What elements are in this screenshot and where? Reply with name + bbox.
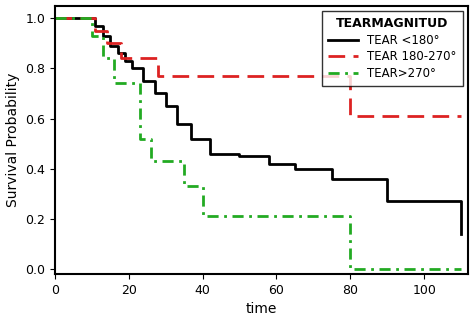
TEAR 180-270° [200,74,205,78]
TEAR>270° [148,159,154,163]
TEAR <180° [189,137,194,140]
TEAR <180° [384,199,390,203]
TEAR>270° [100,56,106,60]
TEAR <180° [266,162,272,166]
TEAR 180-270° [104,41,109,45]
TEAR <180° [92,24,98,28]
TEAR <180° [100,34,106,38]
TEAR 180-270° [458,114,464,118]
TEAR>270° [207,214,213,218]
TEAR>270° [458,267,464,271]
Y-axis label: Survival Probability: Survival Probability [6,73,19,207]
X-axis label: time: time [246,302,277,317]
TEAR>270° [52,16,58,20]
TEAR>270° [347,267,353,271]
TEAR 180-270° [52,16,58,20]
TEAR <180° [440,199,446,203]
TEAR>270° [111,81,117,85]
TEAR 180-270° [347,114,353,118]
Legend: TEAR <180°, TEAR 180-270°, TEAR>270°: TEAR <180°, TEAR 180-270°, TEAR>270° [322,12,463,86]
Line: TEAR>270°: TEAR>270° [55,18,461,269]
TEAR <180° [115,51,120,55]
TEAR <180° [85,16,91,20]
TEAR <180° [129,66,135,70]
TEAR <180° [163,104,168,108]
Line: TEAR 180-270°: TEAR 180-270° [55,18,461,116]
TEAR <180° [141,79,146,83]
TEAR <180° [292,167,298,171]
TEAR <180° [237,154,242,158]
TEAR <180° [458,232,464,236]
TEAR>270° [137,137,143,140]
TEAR <180° [329,177,335,181]
TEAR <180° [122,59,128,63]
TEAR 180-270° [340,74,346,78]
TEAR 180-270° [155,74,161,78]
TEAR 180-270° [118,56,124,60]
TEAR <180° [108,44,113,48]
Line: TEAR <180°: TEAR <180° [55,18,461,234]
TEAR>270° [163,159,168,163]
TEAR 180-270° [85,16,91,20]
TEAR>270° [78,16,83,20]
TEAR <180° [207,152,213,156]
TEAR>270° [89,34,95,38]
TEAR>270° [126,81,132,85]
TEAR <180° [52,16,58,20]
TEAR <180° [174,122,180,126]
TEAR>270° [181,185,187,188]
TEAR>270° [200,214,205,218]
TEAR 180-270° [92,29,98,33]
TEAR>270° [340,214,346,218]
TEAR <180° [152,91,157,95]
